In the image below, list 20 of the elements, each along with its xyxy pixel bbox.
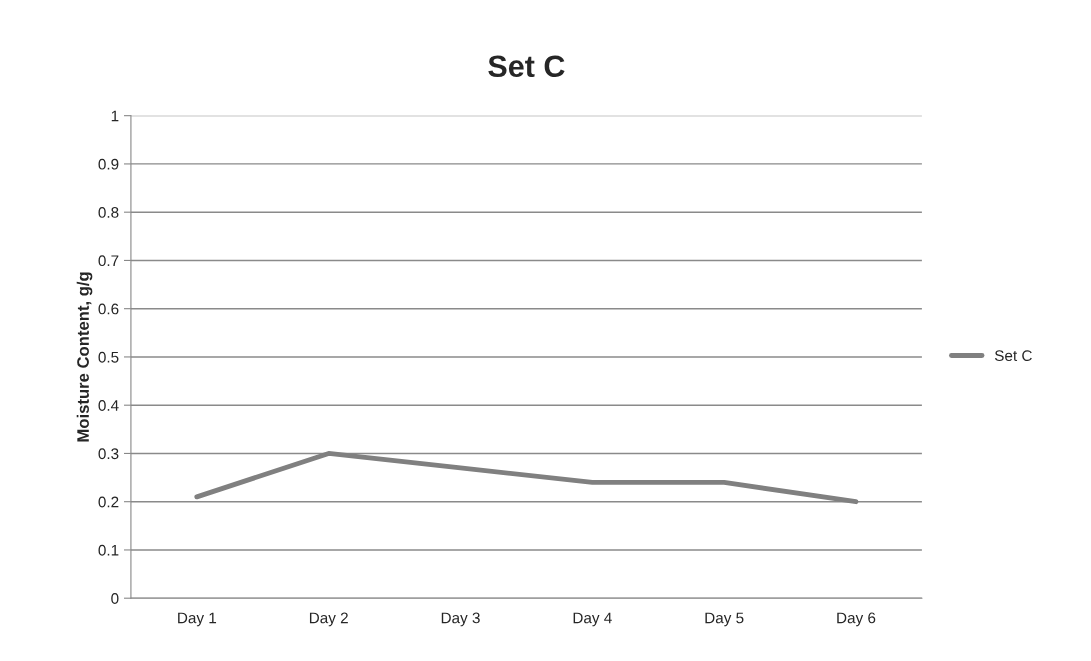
x-tick-label: Day 6: [837, 612, 876, 627]
y-tick-label: 0.5: [98, 351, 119, 363]
y-tick-label: 0: [111, 593, 119, 604]
y-tick-label: 0.6: [98, 303, 119, 315]
x-tick-label: Day 4: [573, 612, 612, 627]
x-tick-label: Day 1: [178, 612, 217, 627]
y-tick-label: 1: [111, 110, 119, 122]
y-tick-label: 0.1: [98, 544, 119, 556]
y-tick-label: 0.9: [98, 158, 119, 170]
y-axis-title: Moisture Content, g/g: [76, 272, 93, 442]
y-tick-label: 0.8: [98, 207, 119, 218]
legend-label: Set C: [994, 350, 1032, 362]
x-tick-label: Day 5: [705, 612, 744, 627]
y-tick-label: 0.4: [98, 400, 119, 411]
y-tick-label: 0.2: [98, 496, 119, 508]
x-tick-label: Day 2: [309, 612, 348, 627]
chart-title: Set C: [488, 55, 565, 78]
y-tick-label: 0.3: [98, 448, 119, 460]
x-tick-label: Day 3: [441, 612, 480, 627]
y-tick-label: 0.7: [98, 255, 119, 267]
